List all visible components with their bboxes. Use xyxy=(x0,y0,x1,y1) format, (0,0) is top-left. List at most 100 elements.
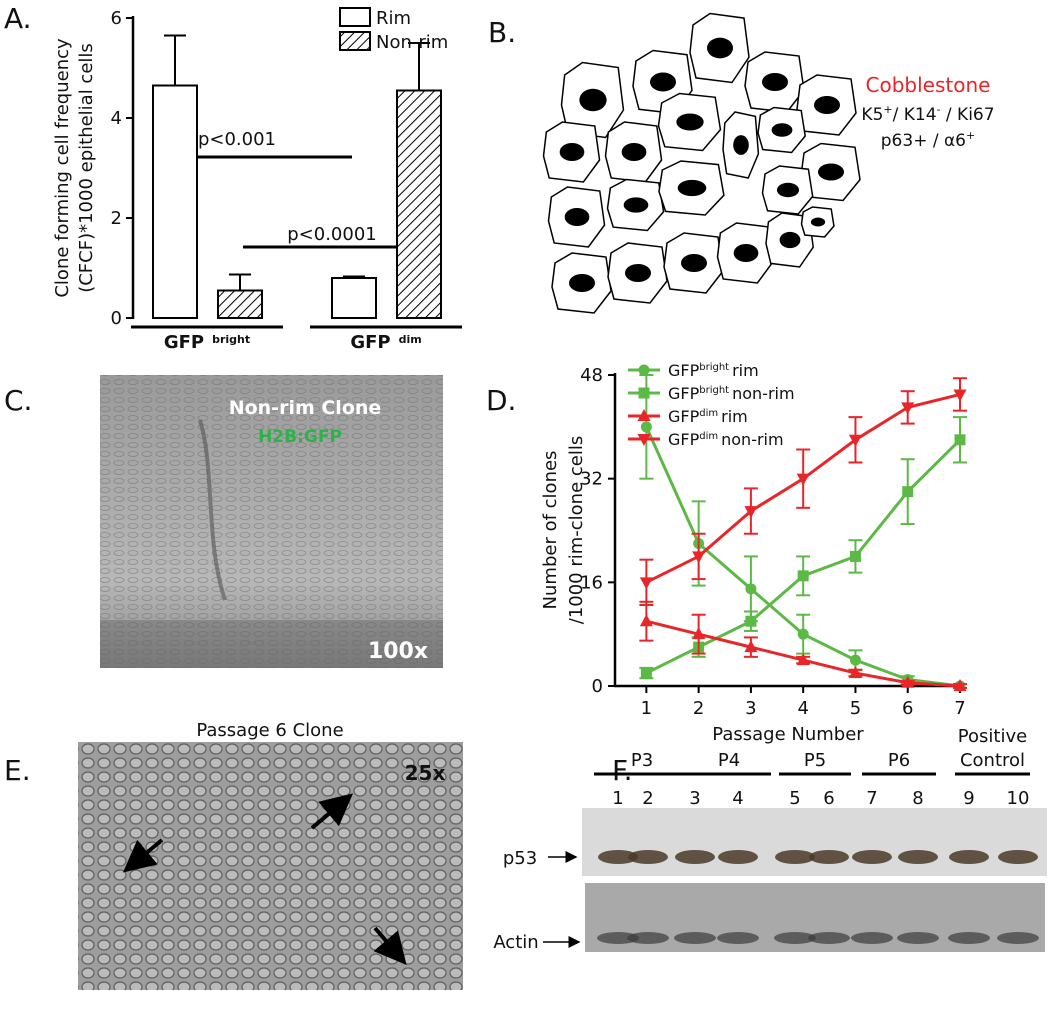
cell xyxy=(547,186,606,248)
legend-label: GFPbright rim xyxy=(668,361,759,380)
superscript: + xyxy=(966,129,975,142)
marker xyxy=(848,434,862,447)
superscript: dim xyxy=(399,333,422,346)
blot-band xyxy=(597,932,639,944)
marker xyxy=(954,434,966,446)
x-axis-label: Passage Number xyxy=(712,724,864,745)
x-tick-label: 3 xyxy=(745,698,756,719)
panel-label: F. xyxy=(612,754,633,787)
micrograph-title: Non-rim Clone xyxy=(229,397,382,419)
x-tick-label: 7 xyxy=(954,698,965,719)
panel-label: D. xyxy=(486,384,516,417)
marker xyxy=(848,666,862,679)
bar xyxy=(217,289,263,319)
panel-label: C. xyxy=(4,384,32,417)
cell xyxy=(606,178,665,232)
marker xyxy=(639,577,653,590)
blot-band xyxy=(998,850,1038,864)
cell xyxy=(663,232,724,294)
marker xyxy=(692,627,706,640)
marker xyxy=(637,434,651,446)
y-axis-label: Number of clones xyxy=(540,451,561,610)
blot-band xyxy=(718,850,758,864)
legend-label: GFPdim non-rim xyxy=(668,430,784,449)
blot-band xyxy=(675,850,715,864)
marker-text: p63+ / α6+ xyxy=(881,129,975,151)
marker xyxy=(744,640,758,653)
marker-text: / Ki67 xyxy=(941,105,995,125)
y-axis-label: Clone forming cell frequency xyxy=(52,38,73,298)
marker-text: K5 xyxy=(861,105,883,125)
marker xyxy=(902,486,914,498)
marker xyxy=(849,550,861,562)
legend-label: non-rim xyxy=(732,384,794,403)
cell-diagram xyxy=(542,12,861,314)
x-tick-label: GFP xyxy=(350,332,390,353)
marker xyxy=(640,421,652,433)
marker xyxy=(640,667,652,679)
marker xyxy=(797,628,809,640)
x-tick-label: GFP bright xyxy=(164,332,250,353)
band-label: p53 xyxy=(503,848,537,869)
y-tick-label: 16 xyxy=(580,572,603,593)
clone-boundary xyxy=(198,419,227,601)
marker xyxy=(692,551,706,564)
panel-label: A. xyxy=(4,2,32,35)
blot-band xyxy=(808,932,850,944)
lane-number: 7 xyxy=(866,788,877,809)
marker xyxy=(638,387,650,399)
cell xyxy=(657,92,722,152)
lane-number: 10 xyxy=(1007,788,1030,809)
cell xyxy=(796,74,857,136)
x-tick-label: GFP dim xyxy=(350,332,421,353)
lane-group-label: Control xyxy=(960,750,1025,771)
marker xyxy=(901,402,915,415)
y-tick-label: 48 xyxy=(580,365,603,386)
bar xyxy=(152,84,198,319)
micrograph-texture xyxy=(100,375,443,668)
blot-band xyxy=(628,850,668,864)
legend-swatch xyxy=(339,31,371,51)
lane-number: 4 xyxy=(732,788,743,809)
y-tick-label: 2 xyxy=(111,208,122,229)
arrow xyxy=(122,838,164,873)
cell xyxy=(607,242,668,304)
cell xyxy=(542,121,601,183)
cell xyxy=(722,111,760,179)
magnification: 100x xyxy=(368,639,428,664)
legend-label: rim xyxy=(721,407,748,426)
marker-text: / K14 xyxy=(893,105,937,125)
blot-band xyxy=(949,850,989,864)
cell-type-title: Cobblestone xyxy=(866,73,991,97)
y-tick-label: 0 xyxy=(592,676,603,697)
micrograph-title: Passage 6 Clone xyxy=(196,720,343,741)
arrow xyxy=(310,793,354,830)
legend-swatch xyxy=(339,7,371,27)
x-tick-label: 2 xyxy=(693,698,704,719)
marker xyxy=(953,679,967,691)
legend-label: GFP xyxy=(668,430,700,449)
superscript: bright xyxy=(699,362,729,373)
blot-band xyxy=(775,850,815,864)
blot-band xyxy=(627,932,669,944)
blot-band xyxy=(851,932,893,944)
marker-text: K5+/ K14- / Ki67 xyxy=(861,103,994,125)
blot-band xyxy=(898,850,938,864)
annotation: p<0.0001 xyxy=(287,224,377,245)
lane-number: 2 xyxy=(642,788,653,809)
superscript: dim xyxy=(699,431,718,442)
superscript: dim xyxy=(699,408,718,419)
legend-label: GFPbright non-rim xyxy=(668,384,795,403)
x-tick-label: 6 xyxy=(902,698,913,719)
superscript: - xyxy=(937,103,941,116)
blot-band xyxy=(897,932,939,944)
marker xyxy=(796,653,810,666)
lane-number: 3 xyxy=(689,788,700,809)
lane-number: 6 xyxy=(823,788,834,809)
y-tick-label: 6 xyxy=(111,8,122,29)
y-tick-label: 0 xyxy=(111,308,122,329)
marker xyxy=(744,506,758,519)
micrograph-subtitle: H2B:GFP xyxy=(258,427,342,447)
x-tick-label: GFP xyxy=(164,332,204,353)
